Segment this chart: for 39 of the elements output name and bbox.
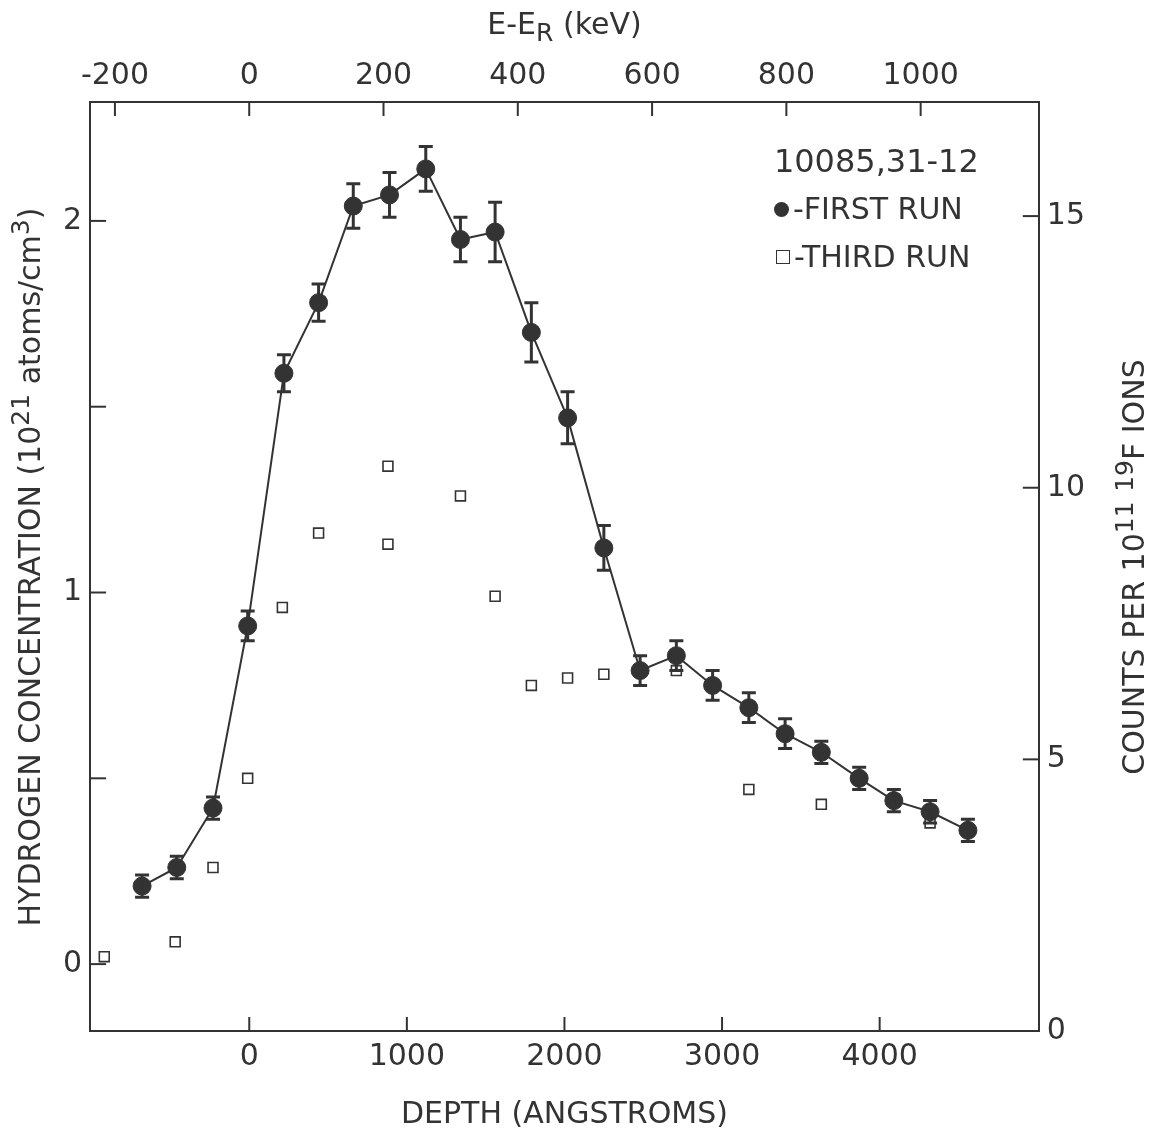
point (241, 772, 254, 785)
point (454, 490, 467, 502)
x2-tick-label: 800 (757, 55, 815, 91)
point (98, 950, 111, 963)
point (169, 936, 181, 948)
y2-tick-label: 10 (1046, 467, 1086, 503)
point (561, 672, 574, 684)
point (312, 527, 325, 539)
point (525, 679, 538, 692)
y-tick-label: 2 (62, 200, 83, 236)
point (207, 861, 219, 874)
x-tick-label: 1000 (368, 1036, 446, 1072)
y2-tick-label: 0 (1046, 1010, 1066, 1046)
x2-axis-title: E-E$_{R}$ (keV) (487, 5, 642, 47)
x2-tick-label: 200 (354, 55, 413, 91)
x2-tick-label: 0 (239, 55, 259, 91)
y-tick-label: 1 (62, 572, 83, 608)
legend-label: -FIRST RUN (792, 190, 963, 228)
point (815, 798, 828, 811)
point (489, 590, 501, 602)
x-tick-label: 4000 (841, 1036, 918, 1072)
x2-tick-label: 1000 (882, 55, 959, 91)
x2-tick-label: 600 (623, 55, 681, 91)
legend-label: -THIRD RUN (793, 238, 971, 276)
x2-tick-label: -200 (80, 55, 149, 91)
x-tick-label: 2000 (526, 1036, 603, 1072)
x-axis-title: DEPTH (ANGSTROMS) (400, 1094, 728, 1130)
x-tick-label: 0 (239, 1036, 259, 1072)
point (276, 601, 289, 614)
point (743, 783, 755, 796)
point (382, 538, 394, 550)
y2-tick-label: 15 (1046, 195, 1086, 231)
x-tick-label: 3000 (683, 1036, 761, 1072)
point (382, 460, 394, 472)
legend-title: 10085,31-12 (773, 141, 979, 182)
y2-tick-label: 5 (1046, 739, 1066, 775)
point (598, 668, 610, 681)
x2-tick-label: 400 (489, 55, 547, 91)
y-tick-label: 0 (62, 943, 83, 979)
